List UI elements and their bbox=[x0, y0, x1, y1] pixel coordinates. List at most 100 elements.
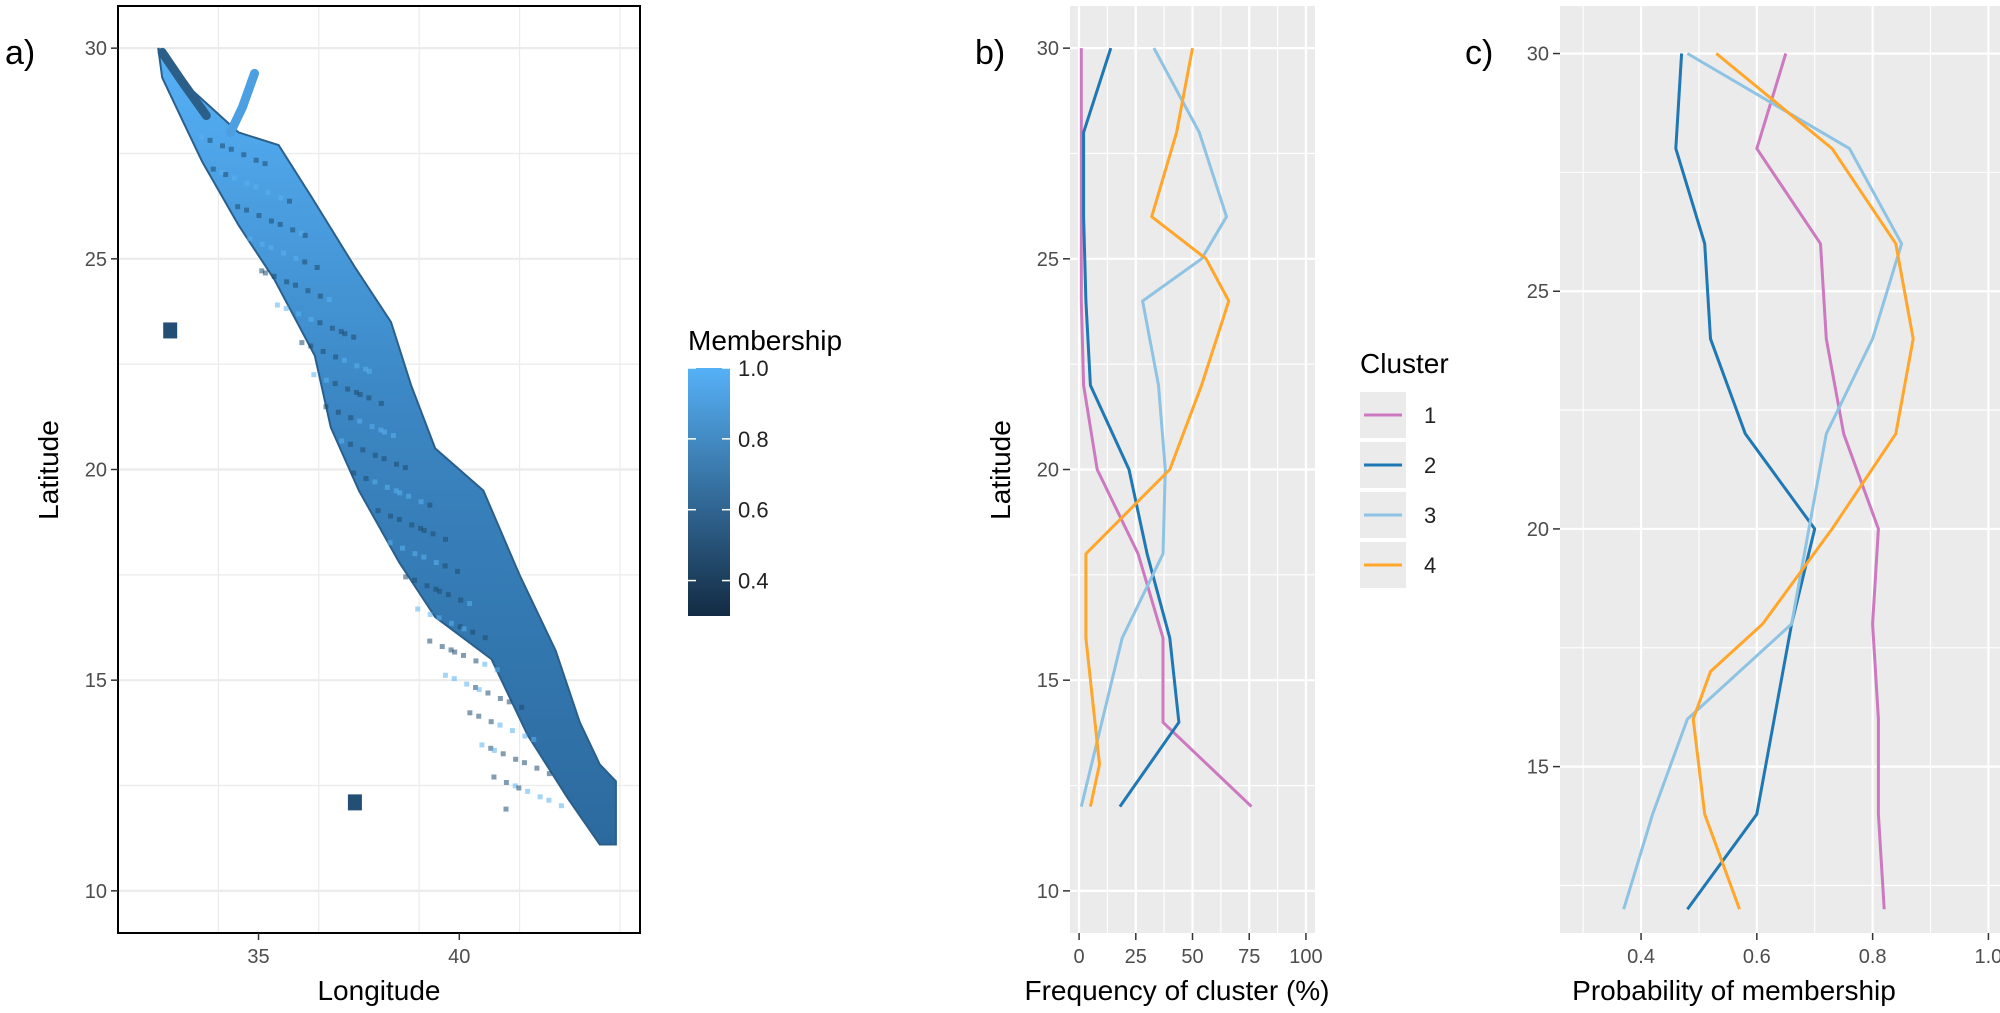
membership-pixel bbox=[509, 728, 515, 734]
membership-pixel bbox=[241, 152, 247, 158]
membership-pixel bbox=[381, 456, 387, 462]
panel-a-ytick-label: 10 bbox=[85, 881, 107, 903]
membership-island bbox=[347, 794, 362, 811]
membership-pixel bbox=[461, 652, 467, 658]
panel-c-xlabel: Probability of membership bbox=[1572, 975, 1896, 1006]
membership-pixel bbox=[442, 563, 448, 569]
membership-pixel bbox=[412, 551, 418, 557]
series-line-cluster-1 bbox=[1079, 48, 1253, 808]
membership-pixel bbox=[274, 302, 280, 308]
membership-pixel bbox=[443, 536, 449, 542]
panel-c-series bbox=[1622, 52, 1915, 911]
membership-colorbar bbox=[688, 368, 730, 616]
panel-c-background bbox=[1560, 6, 2000, 933]
membership-pixel bbox=[268, 245, 274, 251]
membership-pixel bbox=[433, 586, 439, 592]
membership-pixel bbox=[293, 256, 299, 262]
membership-pixel bbox=[341, 357, 347, 363]
membership-pixel bbox=[491, 774, 497, 780]
membership-pixel bbox=[317, 320, 323, 326]
membership-pixel bbox=[497, 695, 503, 701]
membership-pixel bbox=[473, 685, 479, 691]
membership-pixel bbox=[476, 713, 482, 719]
membership-pixel bbox=[421, 527, 427, 533]
panel-b-ticks: 0 25 50 75 100 10 15 20 25 30 bbox=[1037, 38, 1323, 968]
membership-pixel bbox=[467, 600, 473, 606]
membership-pixel bbox=[253, 184, 259, 190]
membership-pixel bbox=[347, 441, 353, 447]
membership-pixel bbox=[467, 710, 473, 716]
membership-pixel bbox=[488, 745, 494, 751]
panel-b-ylabel: Latitude bbox=[985, 420, 1016, 520]
membership-legend: Membership 1.0 0.8 0.6 0.4 bbox=[688, 325, 842, 616]
panel-tag-a: a) bbox=[5, 34, 35, 72]
series-line-cluster-4 bbox=[1084, 47, 1231, 807]
membership-pixel bbox=[482, 635, 488, 641]
membership-pixel bbox=[244, 180, 250, 186]
cluster-legend-label: 4 bbox=[1424, 553, 1436, 578]
membership-pixel bbox=[305, 288, 311, 294]
membership-pixel bbox=[323, 404, 329, 410]
membership-pixel bbox=[378, 427, 384, 433]
membership-pixel bbox=[262, 270, 268, 276]
membership-pixel bbox=[396, 516, 402, 522]
membership-pixel bbox=[388, 513, 394, 519]
membership-pixel bbox=[513, 756, 519, 762]
membership-pixel bbox=[494, 667, 500, 673]
membership-pixel bbox=[308, 316, 314, 322]
panel-a-ylabel: Latitude bbox=[33, 420, 64, 520]
membership-pixel bbox=[228, 146, 234, 152]
membership-pixel bbox=[516, 785, 522, 791]
membership-pixel bbox=[339, 438, 345, 444]
membership-pixel bbox=[387, 540, 393, 546]
membership-pixel bbox=[265, 189, 271, 195]
series-line-cluster-1 bbox=[1755, 53, 1886, 910]
membership-pixel bbox=[372, 452, 378, 458]
panel-c-probability-chart: 0.4 0.6 0.8 1.0 15 20 25 30 Probability of memb… bbox=[1527, 6, 2000, 1006]
membership-pixel bbox=[451, 676, 457, 682]
membership-pixel bbox=[412, 577, 418, 583]
membership-pixel bbox=[283, 305, 289, 311]
cluster-legend-items: 1 2 3 4 bbox=[1360, 392, 1436, 588]
membership-pixel bbox=[378, 400, 384, 406]
membership-pixel bbox=[219, 169, 225, 175]
membership-pixel bbox=[314, 264, 320, 270]
membership-pixel bbox=[433, 560, 439, 566]
gulf-of-suez-arm bbox=[157, 47, 211, 121]
membership-pixel bbox=[427, 611, 433, 617]
membership-pixel bbox=[418, 499, 424, 505]
membership-pixel bbox=[445, 592, 451, 598]
gulf-of-aqaba-arm bbox=[225, 68, 260, 137]
ytick-label: 25 bbox=[1037, 249, 1059, 271]
membership-pixel bbox=[366, 395, 372, 401]
membership-pixel bbox=[299, 340, 305, 346]
membership-pixel bbox=[332, 381, 338, 387]
membership-pixel bbox=[384, 484, 390, 490]
membership-legend-title: Membership bbox=[688, 325, 842, 356]
membership-pixel bbox=[244, 207, 250, 213]
membership-pixel bbox=[473, 658, 479, 664]
xtick-label: 0.6 bbox=[1743, 946, 1771, 968]
membership-pixel bbox=[372, 479, 378, 485]
membership-pixel bbox=[357, 418, 363, 424]
cluster-legend: Cluster 1 2 3 4 bbox=[1360, 348, 1449, 588]
membership-pixel bbox=[342, 331, 348, 337]
membership-pixel bbox=[357, 392, 363, 398]
membership-pixel bbox=[302, 232, 308, 238]
series-line-cluster-3 bbox=[1622, 52, 1904, 910]
membership-pixel bbox=[278, 195, 284, 201]
membership-pixel bbox=[345, 386, 351, 392]
membership-pixel bbox=[424, 583, 430, 589]
membership-pixel bbox=[400, 545, 406, 551]
membership-pixel bbox=[354, 363, 360, 369]
ytick-label: 15 bbox=[1037, 670, 1059, 692]
membership-pixel bbox=[402, 465, 408, 471]
cluster-legend-label: 1 bbox=[1424, 403, 1436, 428]
membership-pixel bbox=[457, 624, 463, 630]
membership-pixel bbox=[476, 687, 482, 693]
membership-pixel bbox=[488, 719, 494, 725]
membership-pixel bbox=[461, 626, 467, 632]
panel-a-xtick-label: 40 bbox=[448, 946, 470, 968]
membership-pixel bbox=[458, 597, 464, 603]
series-line-cluster-3 bbox=[1079, 47, 1228, 807]
